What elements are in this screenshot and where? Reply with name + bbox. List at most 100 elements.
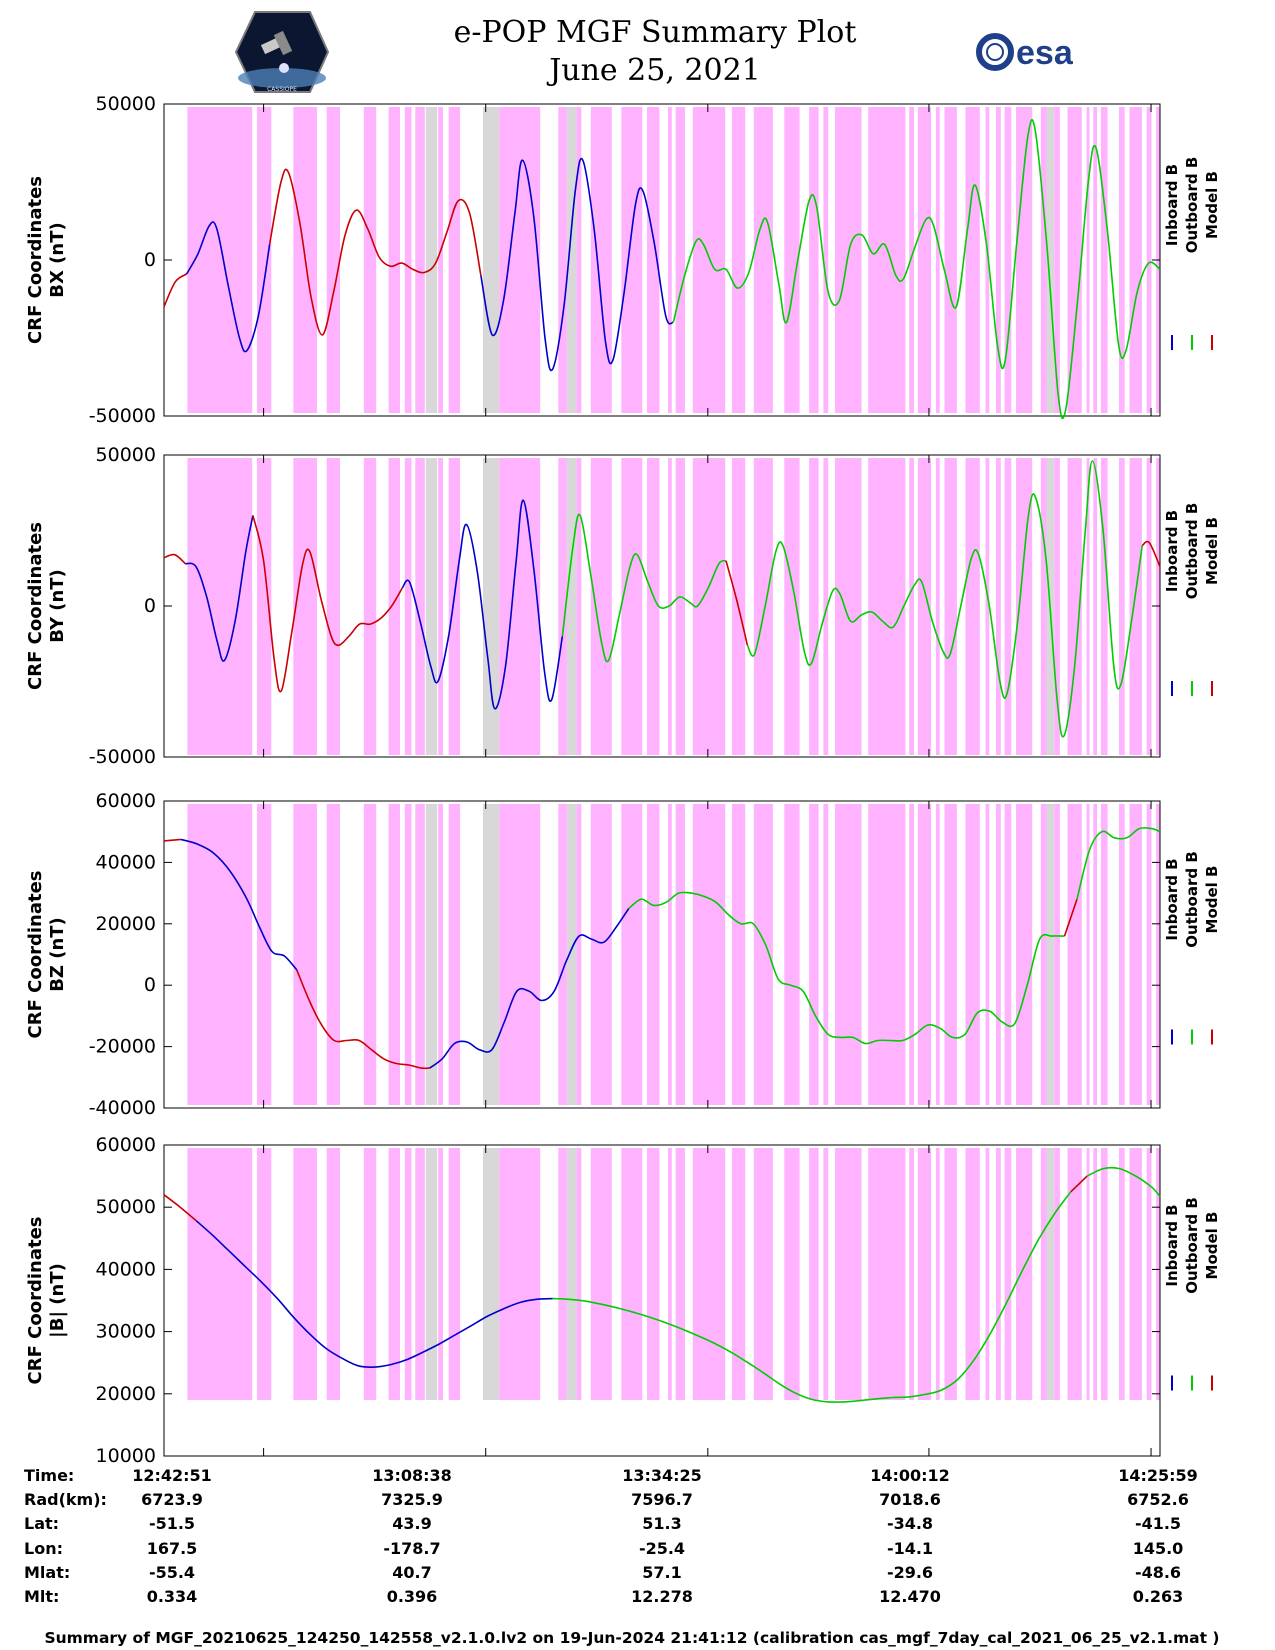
data-quality-band bbox=[909, 804, 914, 1105]
data-quality-band bbox=[809, 1148, 819, 1400]
data-quality-band bbox=[823, 1148, 829, 1400]
series-line-inboard bbox=[180, 838, 298, 971]
data-quality-band bbox=[944, 1148, 957, 1400]
data-quality-band bbox=[438, 804, 443, 1105]
y-tick-label: 20000 bbox=[96, 1383, 156, 1405]
data-quality-band bbox=[326, 107, 340, 413]
info-cell: 7325.9 bbox=[381, 1490, 443, 1509]
data-quality-band bbox=[499, 107, 541, 413]
data-quality-band bbox=[590, 458, 612, 755]
data-quality-band bbox=[621, 458, 643, 755]
data-quality-band bbox=[590, 804, 612, 1105]
data-quality-band bbox=[404, 458, 412, 755]
data-quality-band bbox=[675, 804, 686, 1105]
data-quality-band bbox=[483, 804, 500, 1105]
info-cell: 6752.6 bbox=[1127, 1490, 1189, 1509]
data-quality-band bbox=[917, 107, 932, 413]
info-cell: 40.7 bbox=[392, 1563, 431, 1582]
series-line-model bbox=[1141, 540, 1161, 568]
y-tick-label: 40000 bbox=[96, 851, 156, 873]
data-quality-band bbox=[668, 107, 672, 413]
info-cell: -55.4 bbox=[149, 1563, 195, 1582]
y-tick-label: 50000 bbox=[96, 1196, 156, 1218]
data-quality-band bbox=[1016, 1148, 1033, 1400]
info-cell: -48.6 bbox=[1135, 1563, 1181, 1582]
legend-label: Model B bbox=[1203, 171, 1221, 239]
data-quality-band bbox=[944, 107, 957, 413]
data-quality-band bbox=[668, 458, 672, 755]
panel-bmag: 10000 20000 30000 40000 50000 60000 CRF Coordi… bbox=[25, 1134, 1221, 1467]
data-quality-band bbox=[438, 107, 443, 413]
data-quality-band bbox=[935, 804, 940, 1105]
y-tick-label: 60000 bbox=[96, 790, 156, 812]
data-quality-band bbox=[425, 1148, 438, 1400]
series-line-model bbox=[163, 1194, 197, 1222]
data-quality-band bbox=[1086, 1148, 1090, 1400]
data-quality-band bbox=[909, 458, 914, 755]
series-line-model bbox=[163, 553, 186, 565]
data-quality-band bbox=[868, 107, 906, 413]
data-quality-band bbox=[985, 804, 990, 1105]
data-quality-band bbox=[917, 1148, 932, 1400]
data-quality-band bbox=[448, 107, 461, 413]
plot-title: e-POP MGF Summary Plot bbox=[454, 15, 857, 50]
data-quality-band bbox=[425, 458, 438, 755]
data-quality-band bbox=[1093, 458, 1098, 755]
legend-label: Outboard B bbox=[1183, 503, 1201, 600]
data-quality-band bbox=[647, 804, 660, 1105]
series-line-inboard bbox=[401, 499, 564, 710]
y-axis-label: CRF CoordinatesBY (nT) bbox=[25, 522, 68, 690]
data-quality-band bbox=[1100, 804, 1108, 1105]
data-quality-band bbox=[1054, 1148, 1060, 1400]
data-quality-band bbox=[483, 1148, 500, 1400]
data-quality-band bbox=[1016, 458, 1033, 755]
data-quality-band bbox=[731, 1148, 746, 1400]
info-cell: 0.334 bbox=[147, 1587, 198, 1606]
data-quality-band bbox=[1156, 804, 1160, 1105]
data-quality-band bbox=[868, 1148, 906, 1400]
series-line-model bbox=[163, 273, 188, 308]
info-cell: -29.6 bbox=[887, 1563, 933, 1582]
legend-label: Inboard B bbox=[1163, 510, 1181, 592]
data-quality-band bbox=[425, 107, 438, 413]
y-axis-label: CRF Coordinates|B| (nT) bbox=[25, 1217, 68, 1385]
data-quality-band bbox=[753, 1148, 773, 1400]
legend-label: Outboard B bbox=[1183, 157, 1201, 254]
data-quality-band bbox=[753, 804, 773, 1105]
data-quality-band bbox=[965, 1148, 980, 1400]
data-quality-band bbox=[1129, 804, 1142, 1105]
data-quality-band bbox=[404, 1148, 412, 1400]
plot-frame bbox=[163, 1144, 1161, 1457]
data-quality-band bbox=[1086, 458, 1090, 755]
data-quality-band bbox=[809, 458, 819, 755]
series-line-model bbox=[296, 969, 430, 1070]
data-quality-band bbox=[187, 458, 253, 755]
data-quality-band bbox=[1086, 804, 1090, 1105]
info-cell: 14:25:59 bbox=[1118, 1466, 1198, 1485]
data-quality-band bbox=[363, 1148, 377, 1400]
data-quality-band bbox=[1146, 107, 1152, 413]
info-cell: -51.5 bbox=[149, 1514, 195, 1533]
data-quality-band bbox=[917, 804, 932, 1105]
y-tick-label: 0 bbox=[144, 249, 156, 271]
data-quality-band bbox=[621, 1148, 643, 1400]
data-quality-band bbox=[293, 1148, 318, 1400]
data-quality-band bbox=[576, 107, 582, 413]
data-quality-band bbox=[621, 804, 643, 1105]
data-quality-band bbox=[415, 804, 425, 1105]
data-quality-band bbox=[909, 1148, 914, 1400]
info-cell: 12.470 bbox=[879, 1587, 941, 1606]
data-quality-band bbox=[1004, 1148, 1012, 1400]
info-cell: 7018.6 bbox=[879, 1490, 941, 1509]
data-quality-band bbox=[1093, 804, 1098, 1105]
series-line-inboard bbox=[185, 515, 254, 662]
data-quality-band bbox=[257, 458, 272, 755]
info-cell: 14:00:12 bbox=[870, 1466, 950, 1485]
info-row-label: Time: bbox=[24, 1466, 74, 1485]
data-quality-band bbox=[1054, 458, 1060, 755]
data-quality-band bbox=[404, 804, 412, 1105]
data-quality-band bbox=[558, 107, 567, 413]
data-quality-band bbox=[558, 804, 567, 1105]
y-tick-label: 0 bbox=[144, 595, 156, 617]
y-axis-label: CRF CoordinatesBX (nT) bbox=[25, 176, 68, 344]
